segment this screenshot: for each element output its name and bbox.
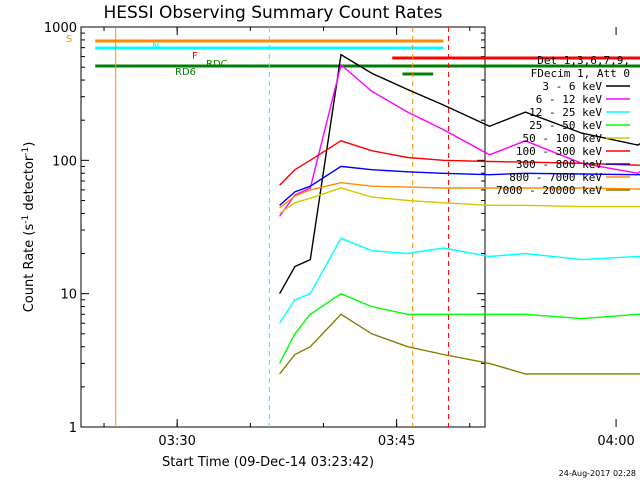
tick-labels: 110100100003:3003:4504:0004:1504:3004:45… [44, 21, 635, 449]
series-line-1 [279, 63, 640, 217]
y-tick-label: 1 [69, 421, 77, 436]
flag-label-n: N [152, 41, 159, 52]
legend-entry-label: 100 - 300 keV [516, 145, 602, 158]
status-flags: S N F RDC RD6 [66, 34, 640, 78]
y-axis-label-sup2: -1 [21, 147, 31, 156]
flag-label-rdc: RDC [206, 59, 228, 70]
series-line-2 [279, 237, 640, 324]
y-axis-label: Count Rate (s-1 detector-1) [21, 142, 37, 313]
flag-label-rd6: RD6 [175, 67, 196, 78]
plot-frame [80, 26, 486, 428]
series-line-8 [279, 313, 640, 375]
legend-entry-label: 50 - 100 keV [523, 132, 603, 145]
y-tick-label: 1000 [44, 21, 77, 36]
legend-entry-label: 12 - 25 keV [529, 106, 602, 119]
generation-timestamp: 24-Aug-2017 02:28 [559, 469, 636, 478]
series-line-5 [279, 140, 640, 186]
x-axis-label: Start Time (09-Dec-14 03:23:42) [162, 455, 374, 470]
y-axis-label-sup1: -1 [21, 215, 31, 224]
x-tick-label: 04:00 [597, 434, 634, 449]
y-tick-label: 100 [52, 154, 77, 169]
series-line-3 [278, 292, 640, 364]
y-axis-label-part1: Count Rate (s [22, 224, 37, 313]
plot-area [80, 26, 486, 428]
legend: Det 1,3,6,7,9, FDecim 1, Att 0 3 - 6 keV… [496, 54, 630, 197]
legend-entry-label: 3 - 6 keV [542, 80, 602, 93]
legend-header-line2: FDecim 1, Att 0 [531, 67, 630, 80]
legend-entry-label: 7000 - 20000 keV [496, 184, 602, 197]
flag-label-s: S [66, 34, 72, 45]
legend-entry-label: 800 - 7000 keV [509, 171, 602, 184]
x-tick-label: 03:30 [158, 434, 195, 449]
series-line-4 [279, 187, 640, 214]
series-line-0 [278, 53, 640, 295]
legend-entry-label: 6 - 12 keV [536, 93, 603, 106]
legend-header-line1: Det 1,3,6,7,9, [537, 54, 630, 67]
event-markers [115, 27, 450, 427]
y-axis-label-part3: ) [22, 142, 37, 147]
chart-title: HESSI Observing Summary Count Rates [103, 3, 442, 23]
series-line-6 [279, 165, 640, 206]
legend-entry-label: 300 - 800 keV [516, 158, 602, 171]
flag-label-f: F [192, 51, 198, 62]
y-tick-label: 10 [60, 288, 77, 303]
x-tick-label: 03:45 [378, 434, 415, 449]
legend-entry-label: 25 - 50 keV [529, 119, 602, 132]
y-axis-label-part2: detector [22, 155, 37, 215]
series-line-7 [279, 181, 640, 209]
series-lines [278, 53, 640, 375]
